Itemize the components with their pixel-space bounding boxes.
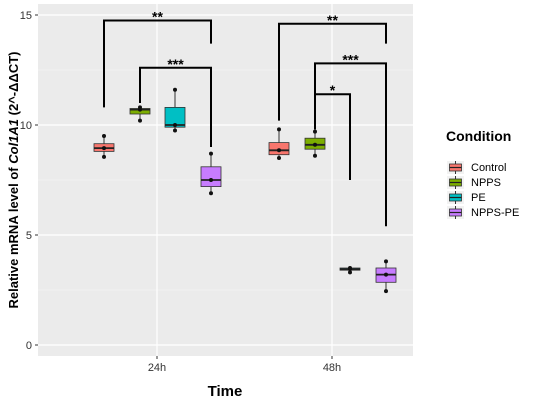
data-point xyxy=(348,270,352,275)
legend-entry-npps: NPPS xyxy=(447,176,501,189)
box-pe-48h xyxy=(339,266,361,275)
x-axis: 24h 48h xyxy=(148,356,341,374)
data-point xyxy=(277,148,281,153)
data-point xyxy=(102,146,106,151)
significance-brackets: *********** xyxy=(103,9,387,227)
significance-label: *** xyxy=(167,56,184,72)
box-series xyxy=(93,87,397,294)
y-axis-title-gene: Col1A1 xyxy=(6,119,21,164)
legend-entry-control: Control xyxy=(447,161,506,174)
data-point xyxy=(313,129,317,134)
y-axis-title-suffix: (2^-ΔΔCT) xyxy=(6,52,21,119)
legend-label: Control xyxy=(471,162,506,174)
legend-label: NPPS xyxy=(471,177,501,189)
legend-entry-npps-pe: NPPS-PE xyxy=(447,206,519,219)
data-point xyxy=(384,289,388,294)
box-npps-48h xyxy=(304,129,326,158)
box-control-24h xyxy=(93,134,115,159)
box-npps-24h xyxy=(129,105,151,123)
data-point xyxy=(348,266,352,270)
box-pe-24h xyxy=(164,87,186,133)
data-point xyxy=(173,128,177,133)
y-axis-title: Relative mRNA level of Col1A1 (2^-ΔΔCT) xyxy=(6,52,21,309)
data-point xyxy=(138,105,142,110)
significance-bracket: ** xyxy=(278,12,387,121)
significance-label: * xyxy=(330,82,336,98)
data-point xyxy=(138,118,142,123)
legend-label: NPPS-PE xyxy=(471,207,519,219)
significance-bracket: ** xyxy=(103,9,212,108)
x-tick-label: 24h xyxy=(148,362,166,374)
legend-title: Condition xyxy=(446,128,511,144)
bracket-line xyxy=(314,93,351,180)
data-point xyxy=(313,142,317,147)
box-control-48h xyxy=(268,127,290,160)
bracket-line xyxy=(278,22,387,121)
bracket-line xyxy=(139,66,212,147)
y-tick-label: 10 xyxy=(20,120,32,132)
box-npps-pe-24h xyxy=(200,151,222,196)
significance-label: ** xyxy=(152,9,163,25)
data-point xyxy=(277,127,281,132)
data-point xyxy=(102,134,106,138)
y-tick-label: 15 xyxy=(20,10,32,22)
x-tick-label: 48h xyxy=(323,362,341,374)
data-point xyxy=(313,153,317,158)
data-point xyxy=(277,156,281,160)
data-point xyxy=(173,87,177,92)
legend-label: PE xyxy=(471,192,486,204)
y-tick-label: 0 xyxy=(26,340,32,352)
box-iqr xyxy=(200,166,222,188)
legend: Condition Control NPPS PE NPPS-PE xyxy=(446,128,519,219)
data-point xyxy=(384,259,388,264)
significance-label: ** xyxy=(327,12,338,28)
y-axis: 0 5 10 15 xyxy=(20,10,38,352)
significance-bracket: *** xyxy=(139,56,212,147)
bracket-line xyxy=(103,19,212,108)
y-axis-title-prefix: Relative mRNA level of xyxy=(6,164,21,309)
significance-label: *** xyxy=(342,51,359,67)
box-npps-pe-48h xyxy=(375,259,397,294)
legend-entry-pe: PE xyxy=(447,191,486,204)
box-iqr xyxy=(164,107,186,128)
x-axis-title: Time xyxy=(208,383,243,400)
y-tick-label: 5 xyxy=(26,230,32,242)
data-point xyxy=(209,151,213,156)
data-point xyxy=(209,191,213,196)
data-point xyxy=(173,123,177,127)
data-point xyxy=(209,178,213,182)
data-point xyxy=(102,154,106,159)
significance-bracket: * xyxy=(314,82,351,180)
data-point xyxy=(384,272,388,277)
